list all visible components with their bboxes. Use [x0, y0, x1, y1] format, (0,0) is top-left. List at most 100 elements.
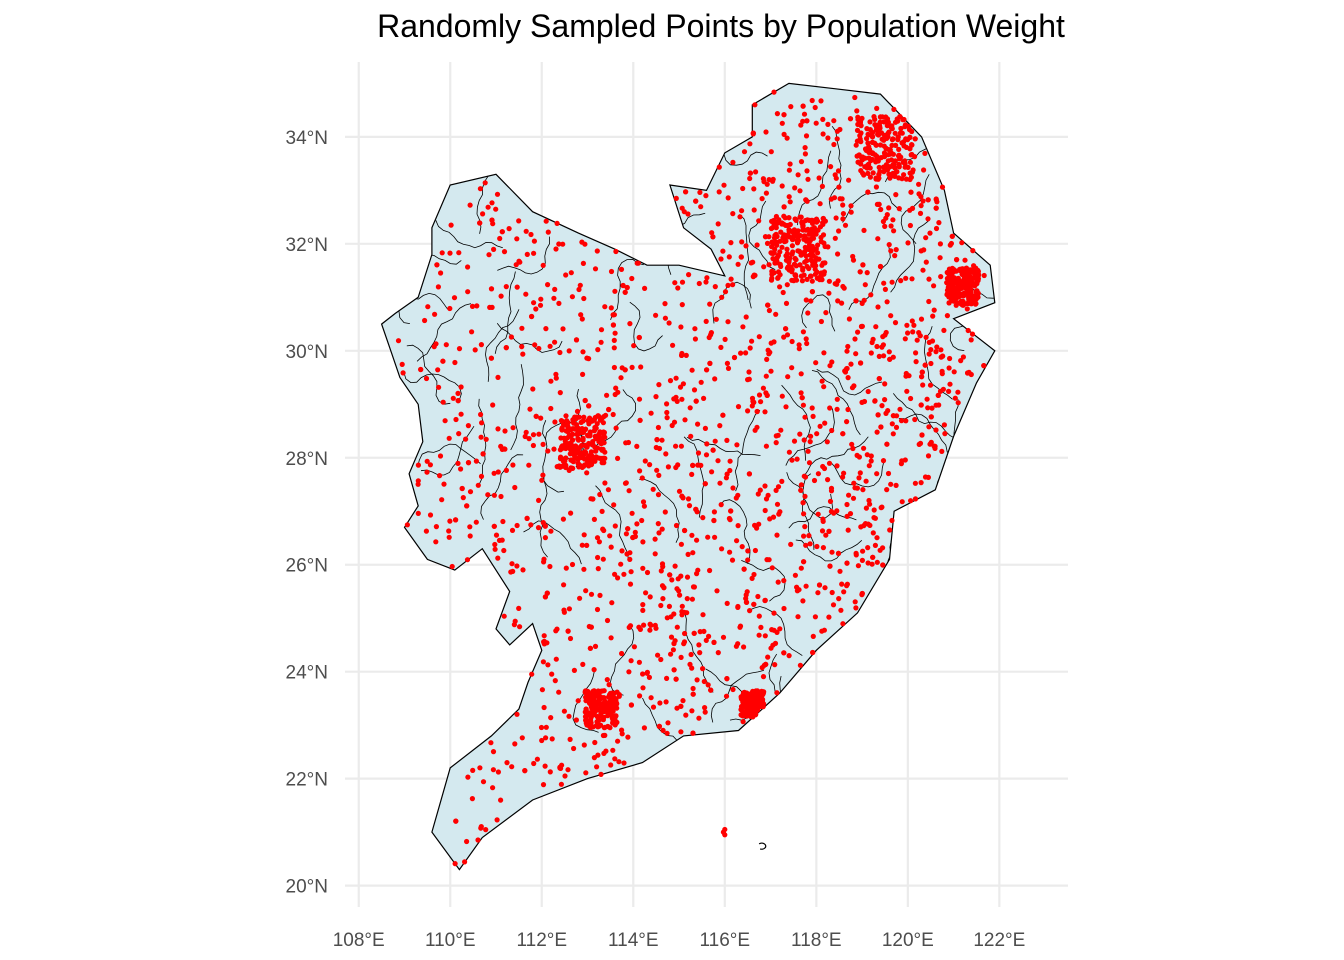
sample-point	[447, 518, 453, 524]
sample-point	[859, 300, 865, 306]
sample-point	[585, 457, 591, 463]
sample-point	[599, 435, 605, 441]
sample-point	[571, 667, 578, 674]
sample-point	[826, 614, 832, 620]
sample-point	[749, 338, 755, 344]
sample-point	[819, 183, 826, 189]
sample-point	[764, 240, 771, 246]
sample-point	[726, 515, 733, 522]
sample-point	[820, 220, 826, 226]
sample-point	[946, 388, 952, 394]
sample-point	[840, 474, 846, 480]
sample-point	[556, 241, 562, 247]
sample-point	[689, 471, 695, 477]
sample-point	[715, 458, 721, 464]
sample-point	[773, 225, 779, 231]
sample-point	[794, 584, 800, 590]
sample-point	[756, 613, 762, 619]
sample-point	[914, 337, 920, 343]
sample-point	[510, 462, 516, 468]
sample-point	[640, 499, 647, 505]
sample-point	[687, 661, 693, 668]
sample-point	[679, 612, 685, 618]
sample-point	[768, 149, 774, 155]
sample-point	[712, 534, 718, 540]
sample-point	[801, 559, 807, 565]
sample-point	[820, 545, 827, 551]
sample-point	[857, 269, 863, 275]
sample-point	[876, 164, 882, 170]
sample-point	[673, 443, 679, 449]
sample-point	[450, 395, 456, 401]
sample-point	[775, 579, 781, 585]
sample-point	[959, 285, 965, 291]
sample-point	[404, 522, 410, 528]
sample-point	[779, 244, 785, 250]
sample-point	[524, 251, 530, 257]
sample-point	[769, 250, 775, 256]
sample-point	[788, 104, 794, 110]
sample-point	[812, 104, 818, 111]
sample-point	[743, 243, 749, 249]
sample-point	[861, 172, 867, 178]
sample-point	[539, 687, 546, 693]
sample-point	[892, 173, 898, 179]
sample-point	[706, 633, 712, 640]
sample-point	[676, 488, 683, 494]
sample-point	[528, 522, 534, 528]
sample-point	[678, 324, 684, 330]
sample-point	[612, 722, 618, 728]
sample-point	[688, 651, 694, 658]
sample-point	[907, 207, 913, 213]
sample-point	[570, 459, 577, 465]
sample-point	[677, 384, 684, 390]
sample-point	[890, 136, 896, 142]
sample-point	[582, 397, 588, 404]
sample-point	[519, 325, 525, 331]
sample-point	[926, 339, 932, 345]
sample-point	[933, 197, 939, 203]
sample-point	[724, 437, 730, 443]
sample-point	[816, 175, 822, 181]
sample-point	[844, 501, 850, 508]
sample-point	[848, 361, 854, 367]
sample-point	[598, 327, 605, 333]
sample-point	[563, 272, 569, 278]
sample-point	[580, 661, 586, 668]
sample-point	[802, 414, 808, 420]
sample-point	[595, 566, 601, 572]
sample-point	[508, 334, 514, 340]
sample-point	[836, 184, 842, 190]
sample-point	[465, 423, 471, 429]
sample-point	[870, 554, 876, 560]
sample-point	[746, 376, 752, 382]
sample-point	[762, 633, 768, 639]
sample-point	[803, 336, 809, 342]
sample-point	[902, 158, 908, 164]
sample-point	[747, 175, 753, 182]
sample-point	[458, 384, 464, 390]
sample-point	[786, 167, 793, 173]
sample-point	[593, 425, 599, 431]
sample-point	[548, 405, 554, 412]
sample-point	[925, 453, 932, 459]
sample-point	[514, 522, 520, 529]
sample-point	[700, 666, 706, 672]
sample-point	[491, 523, 497, 529]
sample-point	[787, 221, 793, 228]
sample-point	[669, 422, 675, 429]
sample-point	[760, 674, 767, 680]
sample-point	[691, 387, 698, 393]
sample-point	[599, 508, 605, 514]
sample-point	[867, 174, 874, 180]
sample-point	[886, 122, 892, 128]
sample-point	[608, 635, 614, 641]
sample-point	[922, 474, 929, 480]
sample-point	[888, 313, 894, 319]
sample-point	[815, 590, 821, 596]
sample-point	[861, 398, 868, 405]
sample-point	[542, 763, 548, 769]
sample-point	[709, 230, 715, 236]
sample-point	[779, 220, 785, 226]
sample-point	[433, 524, 439, 530]
